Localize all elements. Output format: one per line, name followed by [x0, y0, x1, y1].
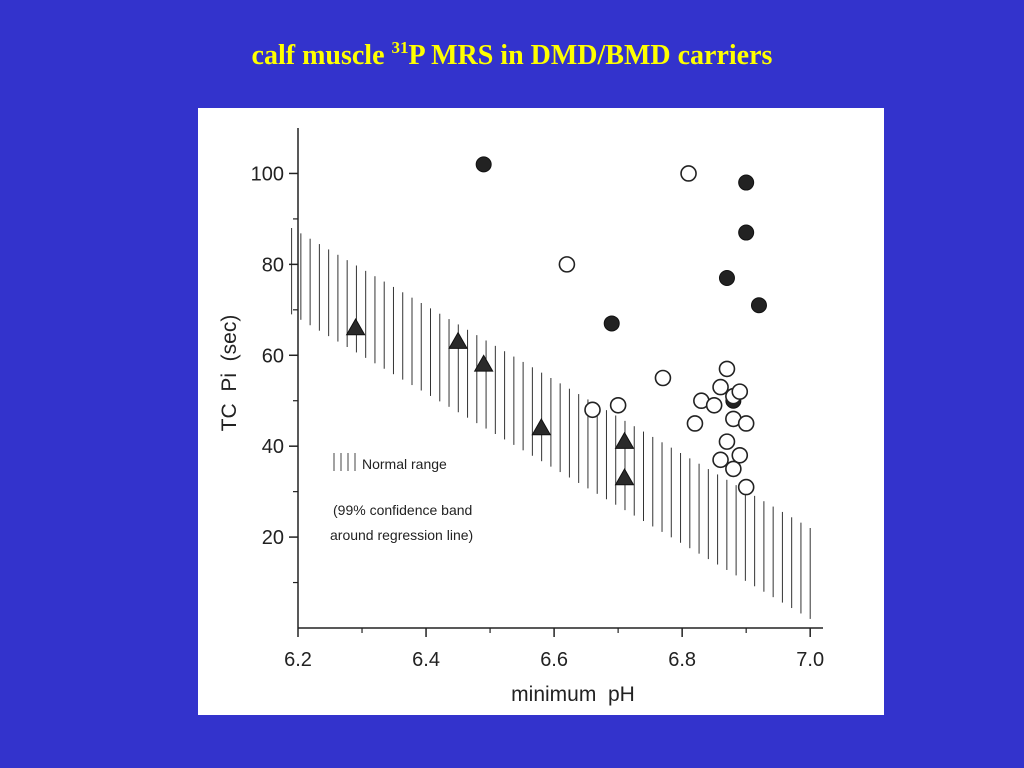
open-circle-data-point: [731, 383, 749, 400]
open-circle-data-point: [718, 360, 736, 378]
filled-circle-data-point: [750, 297, 767, 314]
chart-legend: Normal range (99% confidence band around…: [330, 453, 473, 543]
filled-circle-data-point: [603, 315, 620, 332]
x-tick-label: 7.0: [796, 649, 824, 671]
y-tick-label: 60: [262, 345, 284, 367]
chart-figure: 6.2 6.4 6.6 6.8 7.0 20 40 60 80 100 minimum pH T…: [198, 108, 884, 715]
slide-title-superscript: 31: [391, 38, 409, 57]
open-circle-data-point: [654, 369, 672, 387]
y-tick-label: 80: [262, 254, 284, 276]
open-circle-data-point: [558, 256, 576, 273]
open-circle-data-point: [705, 396, 723, 414]
open-circle-data-point: [712, 451, 729, 469]
y-tick-label: 20: [262, 527, 284, 549]
legend-hatch-swatch: [333, 453, 356, 471]
x-tick-label: 6.6: [540, 649, 568, 671]
triangle-data-point: [531, 417, 552, 436]
data-points: [345, 156, 767, 496]
y-axis-label: TC Pi (sec): [218, 315, 241, 432]
open-circle-data-point: [737, 478, 755, 496]
y-tick-label: 100: [251, 163, 284, 185]
x-axis-label: minimum pH: [511, 683, 635, 706]
legend-note-line2: around regression line): [330, 527, 473, 543]
open-circle-data-point: [737, 415, 755, 432]
open-circle-data-point: [680, 165, 697, 182]
y-axis-ticks: 20 40 60 80 100: [251, 163, 298, 584]
open-circle-data-point: [609, 396, 627, 414]
x-tick-label: 6.2: [284, 649, 312, 671]
legend-note-line1: (99% confidence band: [333, 502, 472, 518]
open-circle-data-point: [718, 433, 736, 450]
triangle-data-point: [448, 331, 468, 349]
open-circle-data-point: [686, 415, 704, 432]
x-tick-label: 6.8: [668, 649, 696, 671]
open-circle-data-point: [731, 446, 749, 464]
scatter-chart: 6.2 6.4 6.6 6.8 7.0 20 40 60 80 100 minimum pH T…: [218, 128, 824, 706]
chart-axes: [297, 128, 823, 629]
y-tick-label: 40: [262, 436, 284, 458]
open-circle-data-point: [712, 378, 729, 396]
filled-circle-data-point: [475, 156, 492, 173]
legend-label: Normal range: [362, 456, 447, 472]
triangle-data-point: [614, 467, 635, 486]
triangle-data-point: [345, 317, 366, 336]
triangle-data-point: [473, 354, 494, 372]
open-circle-data-point: [584, 401, 601, 419]
slide-title-prefix: calf muscle: [251, 40, 392, 71]
x-tick-label: 6.4: [412, 649, 440, 671]
open-circle-data-point: [725, 460, 742, 478]
slide-title-suffix: P MRS in DMD/BMD carriers: [408, 40, 773, 71]
filled-circle-data-point: [738, 224, 755, 241]
normal-range-band: [291, 228, 811, 619]
filled-circle-data-point: [738, 174, 755, 191]
slide-title: calf muscle 31P MRS in DMD/BMD carriers: [0, 38, 1024, 74]
filled-circle-data-point: [718, 270, 735, 286]
triangle-data-point: [614, 431, 635, 449]
x-axis-ticks: 6.2 6.4 6.6 6.8 7.0: [284, 628, 824, 671]
